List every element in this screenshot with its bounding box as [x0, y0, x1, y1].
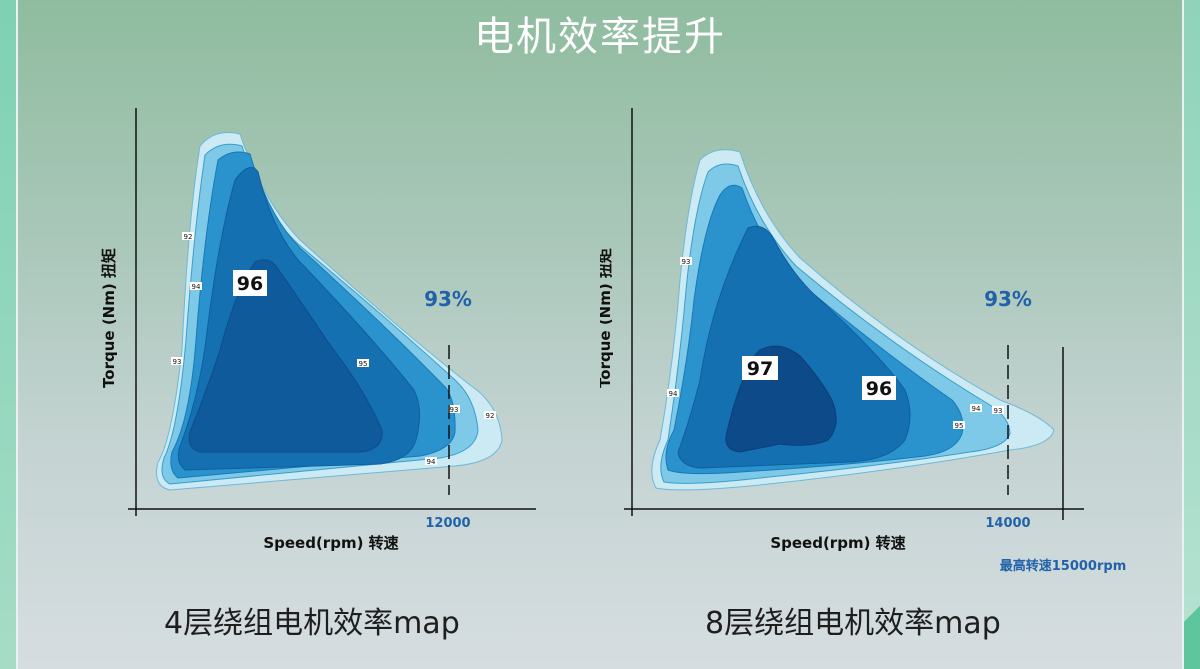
- caption-8-layer: 8层绕组电机效率map: [705, 606, 1001, 641]
- contour-label: 93: [682, 258, 691, 266]
- secondary-efficiency-label: 96: [866, 378, 892, 400]
- contour-label: 93: [173, 358, 182, 366]
- contour-label: 95: [359, 360, 368, 368]
- contour-label: 95: [955, 422, 964, 430]
- efficiency-callout: 93%: [984, 287, 1032, 311]
- contour-label: 94: [669, 390, 678, 398]
- contour-label: 92: [486, 412, 495, 420]
- contour-label: 93: [450, 406, 459, 414]
- efficiency-map-8-layer: 93 94 94 93 95 97 96 93% 14000 最高转速15000…: [600, 108, 1127, 574]
- y-axis-label: Torque (Nm) 扭矩: [100, 248, 118, 388]
- efficiency-map-4-layer: 92 94 93 95 93 92 94 96 93% 12000 Speed(…: [100, 108, 536, 552]
- x-axis-label: Speed(rpm) 转速: [770, 534, 905, 552]
- y-axis-label: Torque (Nm) 扭矩: [600, 248, 614, 388]
- corner-decoration: [1184, 559, 1200, 669]
- contour-label: 94: [972, 405, 981, 413]
- speed-marker-label: 12000: [425, 516, 470, 531]
- contour-region-96: [188, 259, 383, 453]
- contour-label: 94: [427, 458, 436, 466]
- peak-efficiency-label: 96: [237, 273, 263, 295]
- caption-4-layer: 4层绕组电机效率map: [164, 606, 460, 641]
- second-label-box: [862, 376, 896, 400]
- contour-label: 92: [184, 233, 193, 241]
- peak-efficiency-label: 97: [747, 358, 773, 380]
- contour-label-group: 92 94 93 95 93 92 94: [171, 232, 496, 466]
- max-speed-note: 最高转速15000rpm: [1000, 558, 1127, 574]
- left-border: [0, 0, 16, 669]
- speed-marker-label: 14000: [985, 516, 1030, 531]
- contour-label-group: 93 94 94 93 95: [667, 257, 1004, 430]
- right-border-line: [1182, 0, 1184, 669]
- page-title: 电机效率提升: [474, 14, 726, 60]
- contour-label: 93: [994, 407, 1003, 415]
- x-axis-label: Speed(rpm) 转速: [263, 534, 398, 552]
- peak-label-box: [742, 356, 778, 380]
- contour-label: 94: [192, 283, 201, 291]
- right-border: [1184, 0, 1200, 669]
- efficiency-callout: 93%: [424, 287, 472, 311]
- peak-label-box: [233, 270, 267, 296]
- left-border-line: [16, 0, 18, 669]
